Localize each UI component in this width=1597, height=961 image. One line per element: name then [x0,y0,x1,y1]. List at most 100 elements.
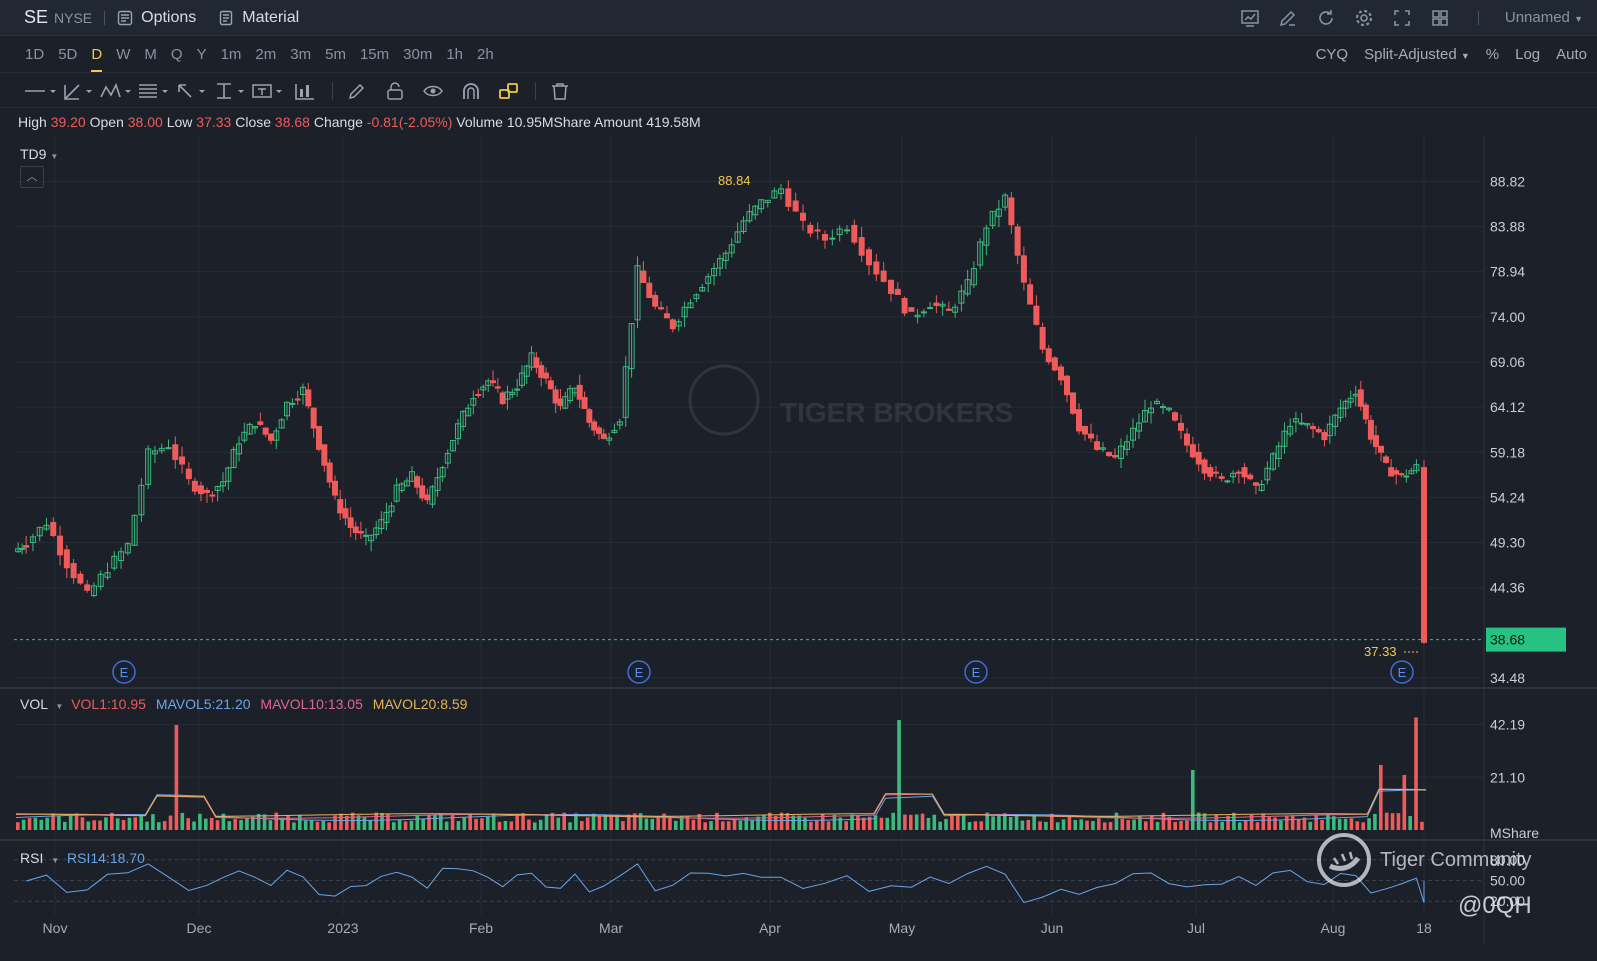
candle-body [63,549,70,569]
candle-body [1154,400,1160,405]
period-tab-5d[interactable]: 5D [58,46,78,63]
candle-body [552,389,559,404]
period-tab-w[interactable]: W [116,46,131,63]
period-tab-y[interactable]: Y [196,46,207,63]
arrow-tool-icon[interactable] [174,77,210,105]
candle-body [1112,454,1118,458]
fullscreen-icon[interactable] [1390,6,1414,30]
volume-bar [1220,821,1224,830]
volume-bar [503,820,508,830]
volume-bar [1261,813,1266,830]
edit-icon[interactable] [1276,6,1300,30]
period-tab-1d[interactable]: 1D [25,46,45,63]
settings-icon[interactable] [1352,6,1376,30]
text-tool-icon[interactable] [250,77,286,105]
material-button[interactable]: Material [218,9,299,27]
rsi-indicator-label[interactable]: RSI ▼ RSI14:18.70 [20,850,145,866]
rsi-tick-label: 50.00 [1490,873,1525,889]
period-tab-2m[interactable]: 2m [255,46,277,63]
layout-selector[interactable]: Unnamed ▼ [1505,9,1583,26]
refresh-icon[interactable] [1314,6,1338,30]
adjust-selector[interactable]: Split-Adjusted ▼ [1364,46,1470,63]
line-tool-icon[interactable] [22,77,58,105]
volume-label: Volume [456,114,503,130]
x-axis-label: 18 [1416,920,1432,936]
earnings-label[interactable]: E [635,665,644,680]
candle-body [1106,451,1112,457]
top-bar: SE NYSE Options Material Unnamed ▼ [0,0,1597,36]
indicator-tool-icon[interactable] [288,77,324,105]
candle-body [1082,425,1088,435]
eye-icon[interactable] [415,77,451,105]
volume-bar [121,820,126,830]
trash-icon[interactable] [542,77,578,105]
volume-bar [409,820,414,830]
period-tab-q[interactable]: Q [170,46,183,63]
chart-icon[interactable] [1238,6,1262,30]
volume-bar [903,814,907,830]
volume-bar [1120,818,1125,830]
percent-toggle[interactable]: % [1485,46,1500,63]
volume-bar [68,815,73,830]
volume-bar [1097,818,1101,830]
measure-tool-icon[interactable] [212,77,248,105]
candle-body [1142,410,1148,423]
earnings-label[interactable]: E [1398,665,1407,680]
volume-bar [104,817,108,830]
link-icon[interactable] [491,77,527,105]
volume-bar [773,816,778,830]
volume-bar [356,815,361,830]
candle-body [600,433,607,439]
grid-icon[interactable] [1428,6,1452,30]
mavol20-value: MAVOL20:8.59 [372,696,468,712]
log-toggle[interactable]: Log [1515,46,1541,63]
collapse-button[interactable]: ︿ [20,166,44,188]
period-tab-30m[interactable]: 30m [403,46,433,63]
candle-body [1321,432,1328,441]
period-tab-m[interactable]: M [144,46,157,63]
period-tab-5m[interactable]: 5m [325,46,346,63]
candle-body [1184,433,1190,446]
fib-tool-icon[interactable] [136,77,172,105]
candle-body [470,398,477,406]
period-tab-3m[interactable]: 3m [290,46,312,63]
volume-bar [1390,813,1395,830]
pattern-tool-icon[interactable] [98,77,134,105]
options-button[interactable]: Options [117,9,196,27]
volume-bar [715,812,719,830]
volume-bar [1290,815,1295,830]
trend-tool-icon[interactable] [60,77,96,105]
lock-icon[interactable] [377,77,413,105]
volume-bar [756,816,760,830]
candle-body [1326,423,1333,437]
candle-body [778,188,784,194]
period-tab-1m[interactable]: 1m [220,46,242,63]
candle-body [289,402,296,405]
magnet-icon[interactable] [453,77,489,105]
period-tab-2h[interactable]: 2h [477,46,494,63]
candle-body [214,486,221,491]
volume-bar [51,813,55,830]
period-tab-1h[interactable]: 1h [446,46,464,63]
material-label: Material [242,8,300,26]
candle-body [1201,459,1208,474]
auto-toggle[interactable]: Auto [1556,46,1587,63]
pencil-icon[interactable] [339,77,375,105]
volume-bar [527,819,531,830]
earnings-label[interactable]: E [120,665,129,680]
candle-body [1292,418,1299,423]
volume-indicator-label[interactable]: VOL ▼ VOL1:10.95 MAVOL5:21.20 MAVOL10:13… [20,696,467,712]
x-axis-label: Feb [469,920,493,936]
td9-indicator-label[interactable]: TD9 ▼ [20,146,58,162]
candle-body [785,188,792,207]
earnings-label[interactable]: E [972,665,981,680]
cyq-button[interactable]: CYQ [1315,46,1349,63]
period-tab-15m[interactable]: 15m [359,46,390,63]
x-axis-label: Aug [1321,920,1346,936]
period-tab-d[interactable]: D [84,46,109,72]
volume-bar [80,817,85,830]
candle-body [792,200,799,212]
ticker-symbol[interactable]: SE [24,7,49,27]
candle-body [844,229,850,232]
